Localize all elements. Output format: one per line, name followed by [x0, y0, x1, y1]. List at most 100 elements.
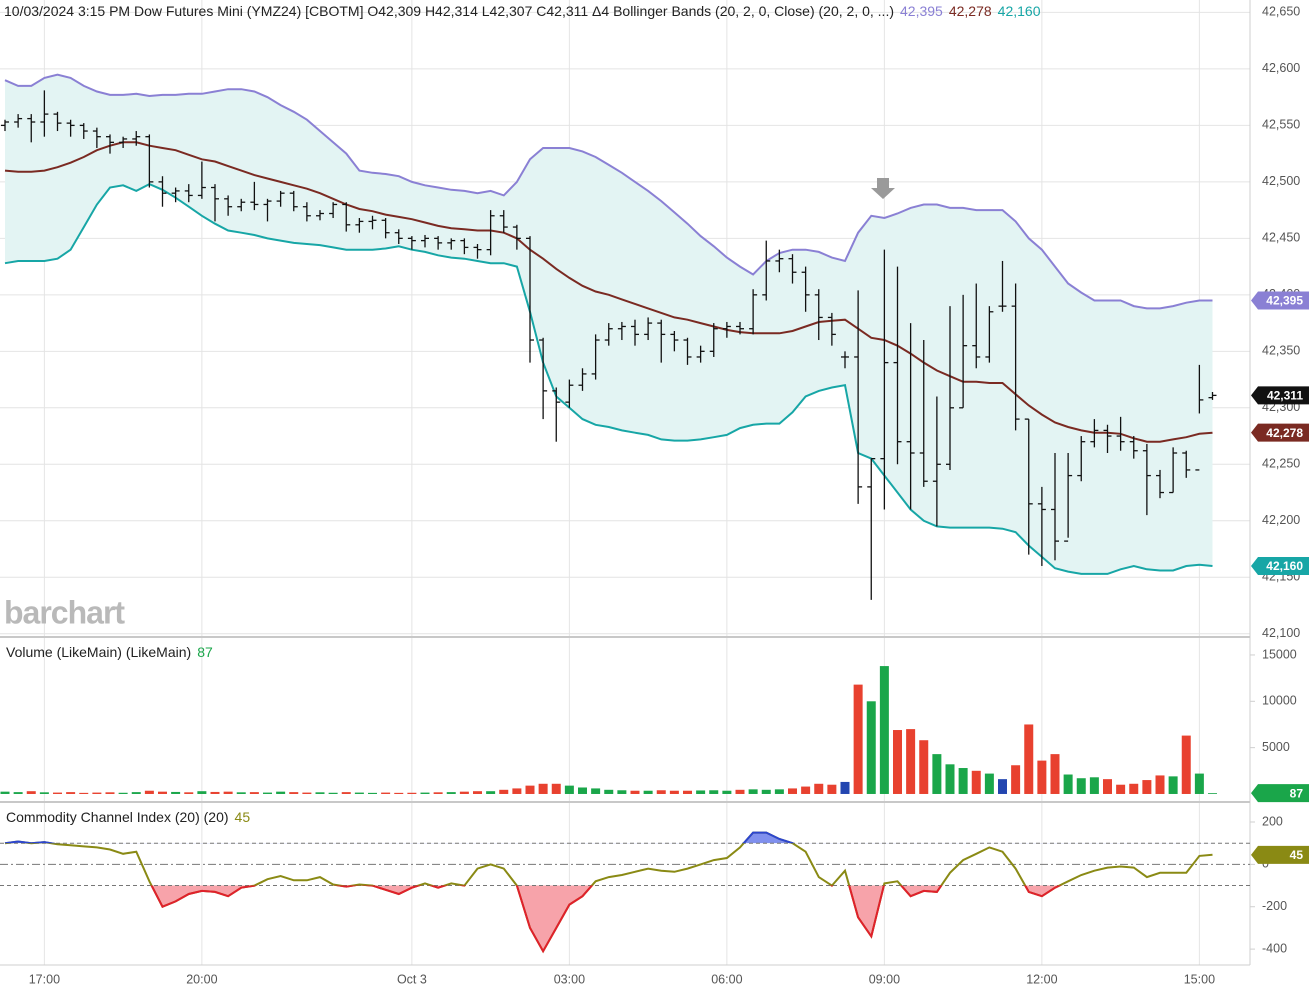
volume-bar: [683, 790, 692, 794]
volume-bar: [1155, 775, 1165, 794]
price-tag-label: 87: [1290, 786, 1304, 800]
volume-bar: [578, 787, 587, 794]
legend-value: 42,395: [900, 3, 943, 19]
volume-bar: [184, 792, 194, 794]
volume-bar: [696, 790, 706, 794]
volume-bar: [13, 792, 23, 794]
volume-bar: [801, 786, 811, 794]
volume-bar: [1103, 779, 1112, 794]
volume-bar: [420, 792, 430, 794]
volume-bar: [263, 792, 272, 794]
volume-bar: [158, 791, 167, 794]
volume-bar: [236, 792, 246, 794]
panel-title: Volume (LikeMain) (LikeMain): [6, 644, 191, 660]
volume-bar: [1037, 760, 1047, 794]
volume-bar: [39, 792, 49, 794]
volume-bar: [998, 779, 1007, 794]
volume-bar: [499, 789, 509, 794]
volume-bar: [1129, 783, 1139, 794]
volume-bar: [486, 791, 496, 794]
volume-bar: [630, 790, 640, 794]
panel-header: Commodity Channel Index (20) (20) 45: [6, 809, 250, 825]
volume-bar: [79, 792, 89, 794]
volume-bar: [407, 792, 417, 794]
volume-bar: [1208, 793, 1217, 794]
x-tick-label: 20:00: [186, 972, 217, 986]
volume-bar: [105, 792, 115, 794]
y-tick-label: 42,450: [1262, 231, 1300, 245]
volume-bar: [1181, 735, 1191, 794]
price-tag: [1251, 386, 1309, 405]
price-tag-label: 42,160: [1266, 559, 1303, 573]
volume-bar: [827, 784, 837, 794]
y-tick-label: -400: [1262, 941, 1287, 955]
volume-bar: [171, 791, 181, 794]
volume-bar: [591, 788, 601, 794]
volume-bar: [53, 792, 62, 794]
volume-bar: [118, 792, 128, 794]
volume-bar: [643, 790, 653, 794]
band-line: [4, 182, 1213, 575]
y-tick-label: 10000: [1262, 694, 1297, 708]
y-tick-label: 42,200: [1262, 513, 1300, 527]
legend-value: 42,160: [998, 3, 1041, 19]
x-tick-label: 12:00: [1026, 972, 1057, 986]
watermark: barchart: [4, 594, 125, 630]
volume-bar: [656, 790, 666, 794]
volume-bar: [289, 792, 299, 794]
chart-title: 10/03/2024 3:15 PM Dow Futures Mini (YMZ…: [4, 3, 894, 19]
volume-bar: [1011, 765, 1021, 794]
volume-bar: [1050, 754, 1060, 794]
volume-bar: [814, 783, 824, 794]
price-tag: [1251, 556, 1309, 575]
volume-bar: [0, 791, 10, 794]
volume-bar: [66, 792, 76, 794]
volume-bar: [92, 792, 102, 794]
volume-bar: [932, 754, 942, 794]
volume-bar: [473, 791, 482, 794]
volume-bar: [538, 783, 548, 794]
volume-bar: [1142, 780, 1152, 794]
volume-bar: [525, 785, 535, 794]
volume-bar: [971, 770, 981, 794]
y-tick-label: 42,500: [1262, 174, 1300, 188]
volume-bar: [328, 792, 338, 794]
band-line: [4, 141, 1213, 443]
volume-bar: [774, 789, 784, 794]
volume-bar: [866, 701, 876, 794]
volume-bar: [788, 788, 797, 794]
volume-bar: [879, 666, 889, 794]
price-tag-label: 45: [1290, 848, 1304, 862]
price-tag: [1251, 423, 1309, 442]
y-tick-label: -200: [1262, 899, 1287, 913]
volume-bar: [958, 768, 968, 794]
volume-bar: [315, 792, 325, 794]
volume-bar: [906, 729, 916, 794]
volume-bar: [840, 781, 850, 794]
price-tag-label: 42,278: [1266, 426, 1303, 440]
volume-bar: [919, 740, 929, 794]
y-tick-label: 200: [1262, 814, 1283, 828]
y-tick-label: 5000: [1262, 740, 1290, 754]
legend-value: 42,278: [949, 3, 992, 19]
volume-bar: [446, 792, 456, 794]
volume-bar: [564, 785, 574, 794]
x-tick-label: 17:00: [29, 972, 60, 986]
volume-bar: [1089, 777, 1099, 794]
volume-bar: [433, 792, 443, 794]
x-tick-label: 09:00: [869, 972, 900, 986]
price-tag: [1251, 784, 1309, 803]
volume-bar: [1076, 778, 1086, 794]
volume-bar: [984, 773, 994, 794]
x-tick-label: 06:00: [711, 972, 742, 986]
legend-value: 87: [197, 644, 213, 660]
volume-bar: [709, 790, 719, 794]
volume-bar: [302, 792, 312, 794]
panel-header: Volume (LikeMain) (LikeMain) 87: [6, 644, 213, 660]
volume-bar: [722, 790, 732, 794]
volume-bar: [761, 789, 771, 794]
volume-bar: [26, 791, 36, 794]
price-tag-label: 42,395: [1266, 294, 1303, 308]
